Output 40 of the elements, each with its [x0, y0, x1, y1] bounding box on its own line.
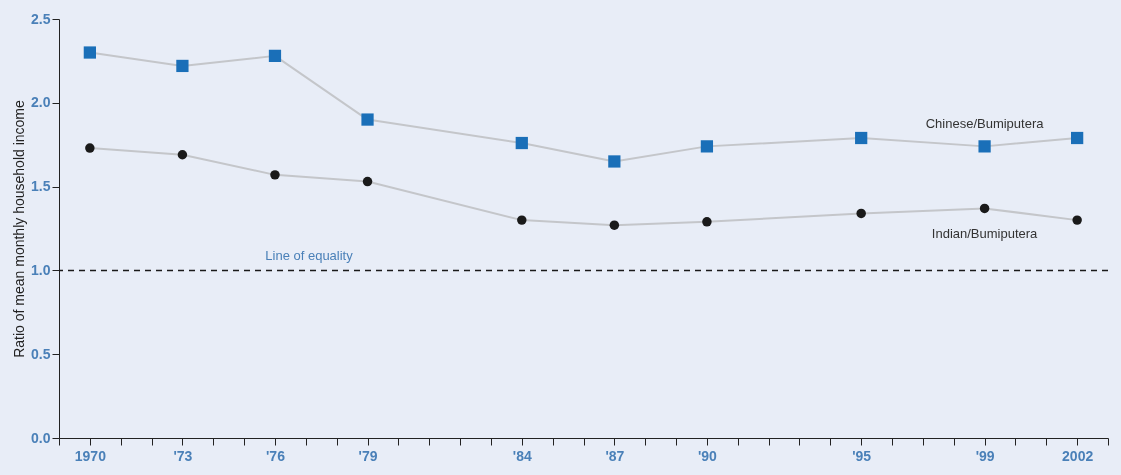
- ref-line-label: Line of equality: [265, 248, 354, 264]
- point: [270, 170, 280, 180]
- y-tick-label: 1.5: [31, 178, 51, 195]
- x-tick-label: '76: [266, 447, 286, 464]
- point: [177, 150, 188, 160]
- point: [517, 215, 527, 225]
- x-tick-label: '73: [173, 447, 193, 464]
- point: [978, 140, 991, 153]
- point: [515, 136, 528, 150]
- y-tick-label: 2.0: [31, 94, 51, 111]
- point: [1071, 131, 1084, 145]
- x-tick-label: '90: [697, 447, 718, 464]
- point: [702, 217, 712, 227]
- x-tick-label: 1970: [74, 447, 107, 464]
- point: [856, 208, 866, 219]
- point: [361, 113, 374, 126]
- x-tick-label: 2002: [1062, 447, 1094, 464]
- x-tick-label: '79: [358, 447, 378, 464]
- point: [700, 140, 714, 153]
- point: [85, 143, 95, 153]
- x-tick-label: '87: [605, 447, 625, 464]
- point: [608, 155, 621, 168]
- point: [609, 220, 620, 230]
- series-label: Indian/Bumiputera: [931, 226, 1039, 242]
- y-axis-title: Ratio of mean monthly household income: [11, 99, 28, 358]
- point: [979, 203, 990, 214]
- point: [1072, 215, 1082, 225]
- point: [362, 176, 373, 187]
- y-tick-label: 2.5: [31, 10, 51, 27]
- x-tick-label: '84: [512, 447, 532, 464]
- y-tick-label: 0.0: [31, 429, 51, 446]
- point: [83, 46, 96, 59]
- point: [855, 131, 868, 145]
- y-tick-label: 0.5: [31, 345, 51, 362]
- y-tick-label: 1.0: [31, 261, 51, 278]
- point: [176, 59, 189, 73]
- x-tick-label: '99: [975, 447, 995, 464]
- x-tick-label: '95: [852, 447, 872, 464]
- point: [268, 49, 282, 62]
- series-label: Chinese/Bumiputera: [925, 116, 1045, 132]
